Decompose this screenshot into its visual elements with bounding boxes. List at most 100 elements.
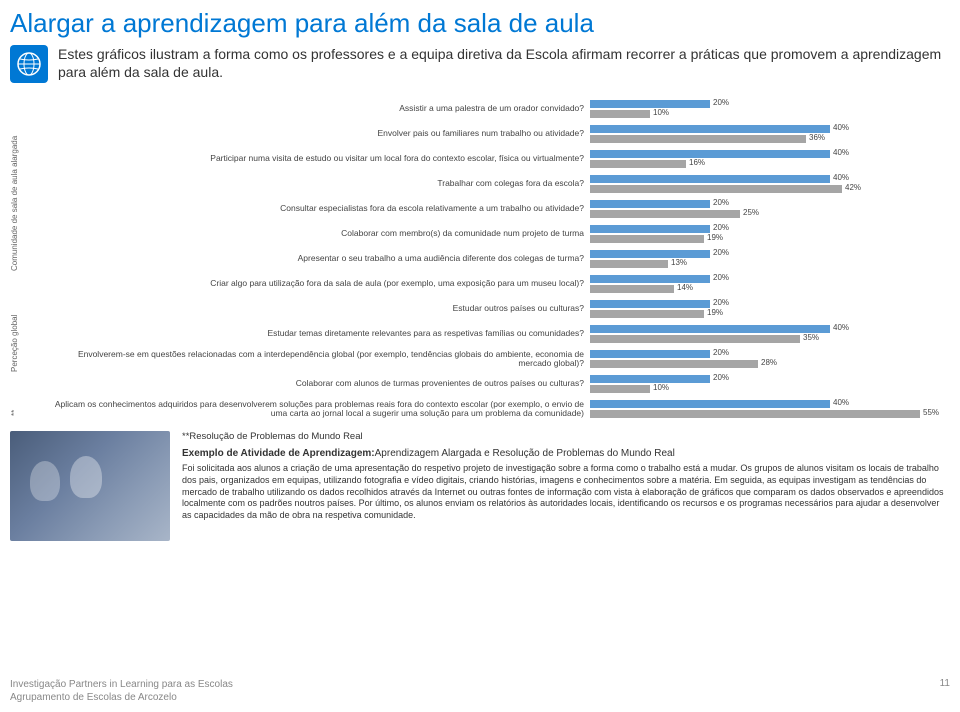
chart-area: Comunidade de sala de aula alargada Perc… bbox=[0, 93, 960, 420]
bar-value-series1: 20% bbox=[713, 98, 729, 107]
chart-row-label: Estudar temas diretamente relevantes par… bbox=[50, 329, 590, 338]
bar-value-series1: 20% bbox=[713, 348, 729, 357]
bar-series1 bbox=[590, 125, 830, 133]
bar-value-series2: 19% bbox=[707, 308, 723, 317]
chart-row-label: Consultar especialistas fora da escola r… bbox=[50, 204, 590, 213]
bar-series2 bbox=[590, 410, 920, 418]
bar-value-series2: 55% bbox=[923, 408, 939, 417]
chart-row-label: Trabalhar com colegas fora da escola? bbox=[50, 179, 590, 188]
bar-series1 bbox=[590, 150, 830, 158]
chart-row-bars: 20%19% bbox=[590, 224, 950, 244]
chart-row-bars: 20%19% bbox=[590, 299, 950, 319]
chart-row: Consultar especialistas fora da escola r… bbox=[50, 198, 950, 220]
chart-row: Estudar temas diretamente relevantes par… bbox=[50, 323, 950, 345]
y-axis-labels: Comunidade de sala de aula alargada Perc… bbox=[10, 93, 40, 420]
bar-series2 bbox=[590, 335, 800, 343]
y-label-comunidade: Comunidade de sala de aula alargada bbox=[10, 123, 19, 283]
bar-value-series1: 40% bbox=[833, 398, 849, 407]
example-title-rest: Aprendizagem Alargada e Resolução de Pro… bbox=[375, 448, 675, 459]
bar-value-series1: 20% bbox=[713, 373, 729, 382]
y-label-percecao: Perceção global bbox=[10, 293, 19, 393]
bar-series2 bbox=[590, 260, 668, 268]
bar-value-series2: 28% bbox=[761, 358, 777, 367]
chart-row-bars: 40% 55% bbox=[590, 399, 950, 419]
bar-series2 bbox=[590, 285, 674, 293]
bar-value-series2: 10% bbox=[653, 108, 669, 117]
chart-row-label: Envolverem-se em questões relacionadas c… bbox=[50, 350, 590, 369]
bar-value-series2: 10% bbox=[653, 383, 669, 392]
chart-row-label: Apresentar o seu trabalho a uma audiênci… bbox=[50, 254, 590, 263]
chart-row: Colaborar com alunos de turmas provenien… bbox=[50, 373, 950, 395]
bar-value-series2: 13% bbox=[671, 258, 687, 267]
page-title: Alargar a aprendizagem para além da sala… bbox=[0, 0, 960, 45]
bar-value-series1: 20% bbox=[713, 223, 729, 232]
bar-series2 bbox=[590, 185, 842, 193]
bar-value-series1: 20% bbox=[713, 298, 729, 307]
chart-row: Participar numa visita de estudo ou visi… bbox=[50, 148, 950, 170]
bar-value-series1: 40% bbox=[833, 323, 849, 332]
globe-icon bbox=[10, 45, 48, 83]
footer-page: 11 bbox=[940, 678, 950, 704]
globe-svg bbox=[15, 50, 43, 78]
bar-series1 bbox=[590, 400, 830, 408]
bar-series2 bbox=[590, 310, 704, 318]
chart-row-bars: 40% 16% bbox=[590, 149, 950, 169]
chart-rows: Assistir a uma palestra de um orador con… bbox=[50, 98, 950, 420]
bar-value-series1: 40% bbox=[833, 148, 849, 157]
bar-series1 bbox=[590, 175, 830, 183]
intro-row: Estes gráficos ilustram a forma como os … bbox=[0, 45, 960, 93]
bar-value-series2: 14% bbox=[677, 283, 693, 292]
example-title-bold: Exemplo de Atividade de Aprendizagem: bbox=[182, 448, 375, 459]
footer: Investigação Partners in Learning para a… bbox=[10, 678, 950, 704]
chart-row-bars: 20% 25% bbox=[590, 199, 950, 219]
chart-row: Trabalhar com colegas fora da escola?40%… bbox=[50, 173, 950, 195]
example-title: Exemplo de Atividade de Aprendizagem:Apr… bbox=[182, 447, 950, 460]
bar-value-series2: 25% bbox=[743, 208, 759, 217]
bar-series1 bbox=[590, 250, 710, 258]
chart-row: Envolver pais ou familiares num trabalho… bbox=[50, 123, 950, 145]
bar-series1 bbox=[590, 325, 830, 333]
bar-value-series2: 42% bbox=[845, 183, 861, 192]
bar-value-series2: 16% bbox=[689, 158, 705, 167]
bar-value-series1: 40% bbox=[833, 123, 849, 132]
intro-text: Estes gráficos ilustram a forma como os … bbox=[58, 45, 950, 81]
bar-series2 bbox=[590, 160, 686, 168]
chart-row-bars: 40% 35% bbox=[590, 324, 950, 344]
bar-value-series2: 36% bbox=[809, 133, 825, 142]
chart-row: Aplicam os conhecimentos adquiridos para… bbox=[50, 398, 950, 420]
chart-row: Assistir a uma palestra de um orador con… bbox=[50, 98, 950, 120]
bar-series2 bbox=[590, 210, 740, 218]
footer-left: Investigação Partners in Learning para a… bbox=[10, 678, 233, 704]
bar-value-series1: 40% bbox=[833, 173, 849, 182]
bar-series2 bbox=[590, 360, 758, 368]
bar-series1 bbox=[590, 375, 710, 383]
footer-line1: Investigação Partners in Learning para a… bbox=[10, 678, 233, 691]
bottom-text: **Resolução de Problemas do Mundo Real E… bbox=[182, 431, 950, 541]
chart-row-label: Criar algo para utilização fora da sala … bbox=[50, 279, 590, 288]
chart-row-label: Estudar outros países ou culturas? bbox=[50, 304, 590, 313]
chart-row-label: Aplicam os conhecimentos adquiridos para… bbox=[50, 400, 590, 419]
bar-series2 bbox=[590, 135, 806, 143]
example-body: Foi solicitada aos alunos a criação de u… bbox=[182, 463, 950, 521]
bar-value-series1: 20% bbox=[713, 198, 729, 207]
footnote: **Resolução de Problemas do Mundo Real bbox=[182, 431, 950, 443]
bar-series2 bbox=[590, 385, 650, 393]
bottom-section: **Resolução de Problemas do Mundo Real E… bbox=[0, 423, 960, 541]
chart-row: Criar algo para utilização fora da sala … bbox=[50, 273, 950, 295]
chart-row-bars: 20% 10% bbox=[590, 99, 950, 119]
chart-row: Envolverem-se em questões relacionadas c… bbox=[50, 348, 950, 370]
chart-row-bars: 20% 10% bbox=[590, 374, 950, 394]
bar-series2 bbox=[590, 110, 650, 118]
bar-series2 bbox=[590, 235, 704, 243]
bar-series1 bbox=[590, 200, 710, 208]
footer-line2: Agrupamento de Escolas de Arcozelo bbox=[10, 691, 233, 704]
chart-row-bars: 20% 14% bbox=[590, 274, 950, 294]
chart-row: Estudar outros países ou culturas?20%19% bbox=[50, 298, 950, 320]
chart-row: Colaborar com membro(s) da comunidade nu… bbox=[50, 223, 950, 245]
chart-row-bars: 40%42% bbox=[590, 174, 950, 194]
bar-value-series2: 35% bbox=[803, 333, 819, 342]
bar-series1 bbox=[590, 100, 710, 108]
bar-value-series1: 20% bbox=[713, 273, 729, 282]
bar-series1 bbox=[590, 225, 710, 233]
y-label-star: ** bbox=[10, 403, 19, 423]
